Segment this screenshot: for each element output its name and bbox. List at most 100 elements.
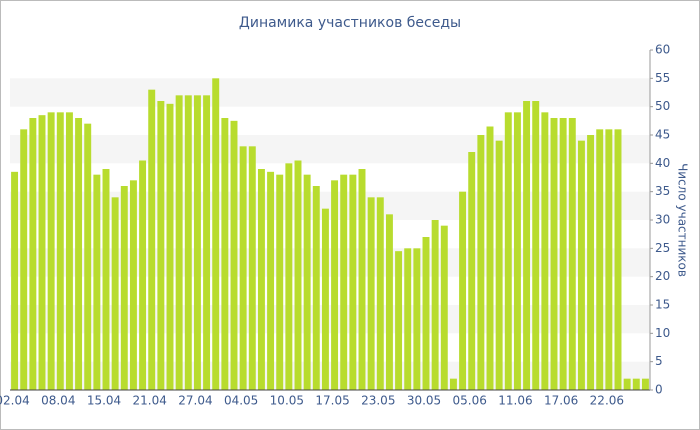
bar <box>11 171 19 390</box>
bar <box>358 169 366 390</box>
bar <box>75 118 83 390</box>
x-tick-label: 21.04 <box>133 394 167 408</box>
y-tick-label: 35 <box>655 184 670 198</box>
bar <box>312 186 320 390</box>
bar <box>340 174 348 390</box>
bar <box>395 251 403 390</box>
x-tick-label: 27.04 <box>178 394 212 408</box>
x-tick-label: 23.05 <box>361 394 395 408</box>
bar <box>285 163 293 390</box>
bar <box>47 112 55 390</box>
bar <box>193 95 201 390</box>
x-tick-label: 02.04 <box>0 394 30 408</box>
y-tick-label: 0 <box>655 383 663 397</box>
y-tick-label: 25 <box>655 241 670 255</box>
bar <box>468 152 476 390</box>
bar <box>84 123 92 391</box>
x-tick-label: 30.05 <box>407 394 441 408</box>
bar <box>56 112 64 390</box>
bar <box>102 169 110 390</box>
bar <box>431 220 439 390</box>
x-tick-label: 15.04 <box>87 394 121 408</box>
bar <box>148 89 156 391</box>
bar <box>257 169 265 390</box>
bar <box>641 378 649 390</box>
bar <box>605 129 613 391</box>
bar <box>376 197 384 390</box>
bar <box>486 126 494 390</box>
bar <box>422 237 430 390</box>
bar <box>532 101 540 390</box>
bar <box>596 129 604 391</box>
bar <box>111 197 119 390</box>
x-tick-label: 05.06 <box>453 394 487 408</box>
bar <box>129 180 137 390</box>
y-tick-label: 30 <box>655 213 670 227</box>
bar <box>203 95 211 390</box>
bar <box>276 174 284 390</box>
grid-band <box>10 78 650 107</box>
bar <box>175 95 183 390</box>
y-tick-label: 15 <box>655 298 670 312</box>
x-tick-label: 17.05 <box>315 394 349 408</box>
bar <box>139 160 147 390</box>
y-tick-label: 20 <box>655 269 670 283</box>
x-tick-label: 11.06 <box>498 394 532 408</box>
bar <box>331 180 339 390</box>
y-tick-label: 60 <box>655 43 670 57</box>
y-tick-label: 10 <box>655 326 670 340</box>
bar <box>513 112 521 390</box>
bar <box>614 129 622 391</box>
bar <box>120 186 128 390</box>
bar <box>230 120 238 390</box>
bar <box>166 103 174 390</box>
bar <box>550 118 558 390</box>
bar <box>449 378 457 390</box>
bar <box>523 101 531 390</box>
x-tick-label: 17.06 <box>544 394 578 408</box>
x-tick-label: 08.04 <box>41 394 75 408</box>
bar <box>321 208 329 390</box>
bar <box>404 248 412 390</box>
bar <box>248 146 256 390</box>
bar <box>477 135 485 390</box>
bar <box>559 118 567 390</box>
bar <box>303 174 311 390</box>
chart-title: Динамика участников беседы <box>239 15 461 31</box>
bar <box>20 129 28 391</box>
bar <box>212 78 220 390</box>
x-tick-label: 04.05 <box>224 394 258 408</box>
bar <box>440 225 448 390</box>
bar <box>385 214 393 390</box>
bar <box>267 171 275 390</box>
bar <box>184 95 192 390</box>
bar <box>504 112 512 390</box>
y-axis-label: Число участников <box>676 163 690 277</box>
bar <box>568 118 576 390</box>
bar <box>632 378 640 390</box>
x-tick-label: 10.05 <box>270 394 304 408</box>
bar <box>623 378 631 390</box>
y-tick-label: 5 <box>655 354 663 368</box>
y-tick-label: 40 <box>655 156 670 170</box>
bar <box>495 140 503 390</box>
bar <box>93 174 101 390</box>
bar <box>577 140 585 390</box>
bar <box>29 118 37 390</box>
bar <box>587 135 595 390</box>
bar <box>38 115 46 391</box>
y-tick-label: 55 <box>655 71 670 85</box>
bar <box>221 118 229 390</box>
x-tick-label: 22.06 <box>590 394 624 408</box>
bar <box>65 112 73 390</box>
bar <box>349 174 357 390</box>
bar <box>367 197 375 390</box>
bar <box>239 146 247 390</box>
bar <box>413 248 421 390</box>
bar <box>541 112 549 390</box>
y-tick-label: 50 <box>655 99 670 113</box>
bar <box>294 160 302 390</box>
y-tick-label: 45 <box>655 128 670 142</box>
bar <box>157 101 165 390</box>
